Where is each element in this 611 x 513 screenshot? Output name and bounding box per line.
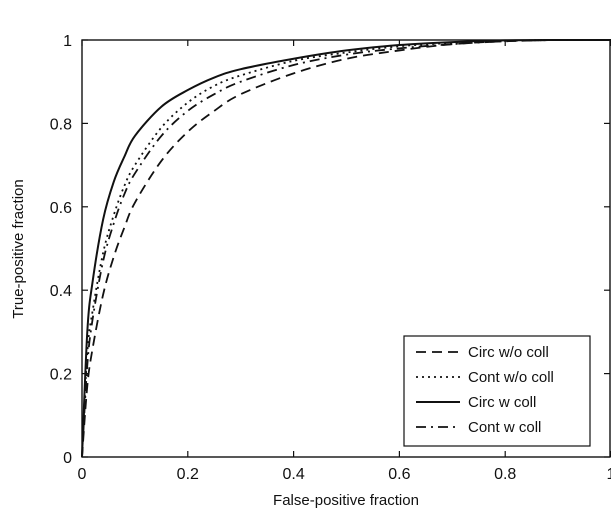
legend-label-0: Circ w/o coll <box>468 344 549 361</box>
plot-frame <box>81 39 611 458</box>
y-tick-label: 1 <box>63 33 72 50</box>
y-axis-title: True-positive fraction <box>10 179 27 319</box>
legend-box <box>403 335 591 447</box>
x-axis-title: False-positive fraction <box>273 492 419 509</box>
legend-label-2: Circ w coll <box>468 394 536 411</box>
series-line-1 <box>81 39 611 458</box>
y-tick-label: 0.6 <box>50 200 72 217</box>
y-tick-label: 0 <box>63 450 72 467</box>
series-line-3 <box>81 39 611 458</box>
legend: Circ w/o coll Cont w/o coll Circ w coll Con… <box>403 335 591 447</box>
x-tick-label: 1 <box>607 466 611 483</box>
x-tick-label: 0.4 <box>282 466 304 483</box>
axis-tick-labels: 0 0.2 0.4 0.6 0.8 1 0 0.2 0.4 0.6 0.8 1 <box>50 33 611 483</box>
y-tick-label: 0.4 <box>50 283 72 300</box>
series-lines <box>81 38 611 458</box>
y-tick-label: 0.2 <box>50 367 72 384</box>
x-tick-label: 0.2 <box>177 466 199 483</box>
legend-label-3: Cont w coll <box>468 419 541 436</box>
x-tick-label: 0 <box>78 466 87 483</box>
legend-label-1: Cont w/o coll <box>468 369 554 386</box>
series-line-2 <box>81 38 611 458</box>
x-tick-label: 0.6 <box>388 466 410 483</box>
y-tick-label: 0.8 <box>50 116 72 133</box>
plot-border <box>81 39 611 458</box>
x-tick-label: 0.8 <box>494 466 516 483</box>
